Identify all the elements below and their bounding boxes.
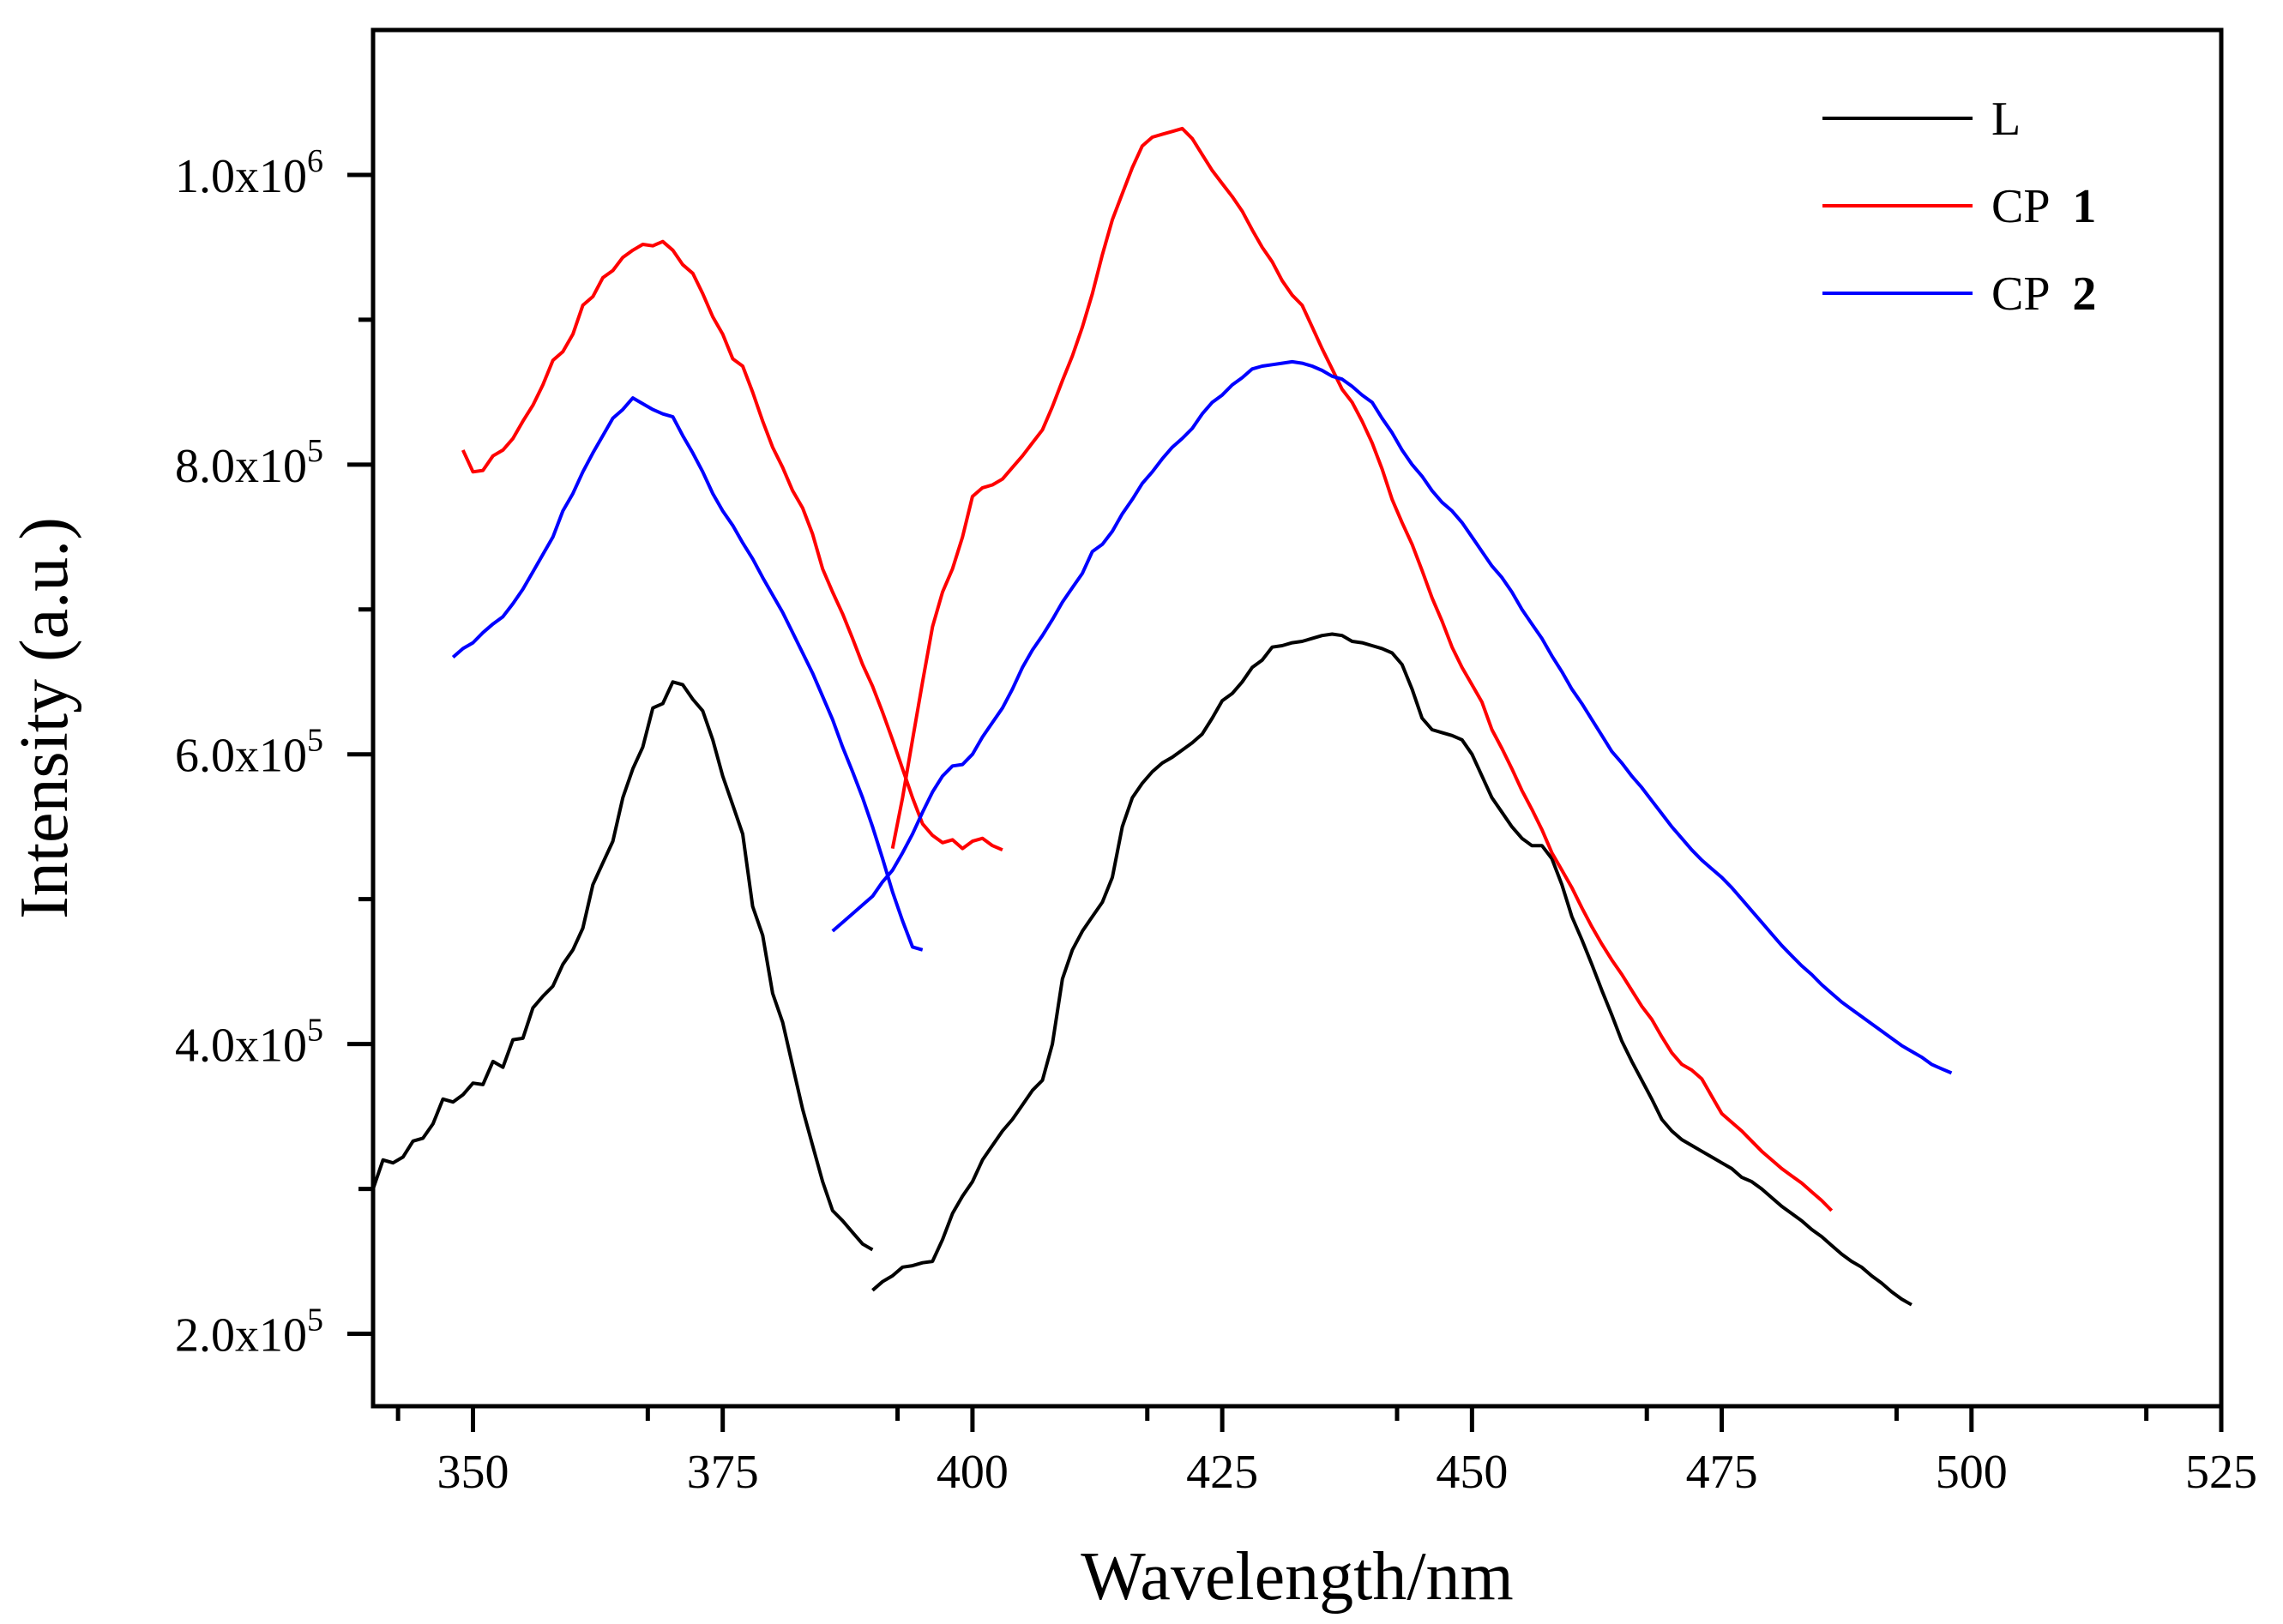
x-tick-label: 425 [1186,1446,1258,1499]
legend-label-number: 2 [2072,268,2096,321]
y-tick-label: 1.0x106 [175,143,323,203]
legend-label-l: L [1991,93,2021,146]
series-line-cp-1 [461,239,1003,852]
legend-label-cp-2: CP 2 [1991,268,2096,321]
x-axis-title: Wavelength/nm [1081,1539,1514,1615]
y-tick-exponent: 5 [307,1302,323,1338]
y-tick-mantissa: 4.0x10 [175,1020,307,1073]
y-tick-label: 8.0x105 [175,433,323,493]
y-tick-label: 6.0x105 [175,723,323,783]
y-tick-exponent: 6 [307,143,323,179]
legend-label-cp-1: CP 1 [1991,180,2096,233]
legend-label-number: 1 [2072,180,2096,233]
x-tick-label: 500 [1936,1446,2008,1499]
y-tick-mantissa: 8.0x10 [175,440,307,493]
legend-label-prefix: CP [1991,268,2060,321]
x-axis-ticks: 350 375 400 425 450 475 500 525 [395,1406,2257,1499]
y-tick-label: 4.0x105 [175,1013,323,1073]
y-tick-exponent: 5 [307,723,323,759]
x-tick-label: 450 [1436,1446,1508,1499]
legend-label-prefix: L [1991,93,2021,146]
plot-frame [370,27,2224,1409]
x-tick-label: 375 [687,1446,759,1499]
y-tick-mantissa: 1.0x10 [175,150,307,203]
y-tick-mantissa: 6.0x10 [175,730,307,783]
series-line-cp-1 [890,126,1834,1212]
y-tick-mantissa: 2.0x10 [175,1309,307,1362]
legend-label-prefix: CP [1991,180,2060,233]
x-tick-label: 400 [937,1446,1009,1499]
y-axis-title: Intensity (a.u.) [7,517,82,919]
series-line-cp-2 [831,359,1953,1075]
series-layer [371,126,1953,1307]
y-tick-exponent: 5 [307,433,323,469]
series-line-l [371,680,874,1252]
x-tick-label: 475 [1686,1446,1758,1499]
x-tick-label: 525 [2185,1446,2257,1499]
y-tick-exponent: 5 [307,1013,323,1049]
series-line-l [871,632,1913,1307]
series-line-cp-2 [451,396,924,952]
x-tick-label: 350 [437,1446,509,1499]
y-tick-label: 2.0x105 [175,1302,323,1362]
legend: LCP 1CP 2 [1822,93,2096,321]
